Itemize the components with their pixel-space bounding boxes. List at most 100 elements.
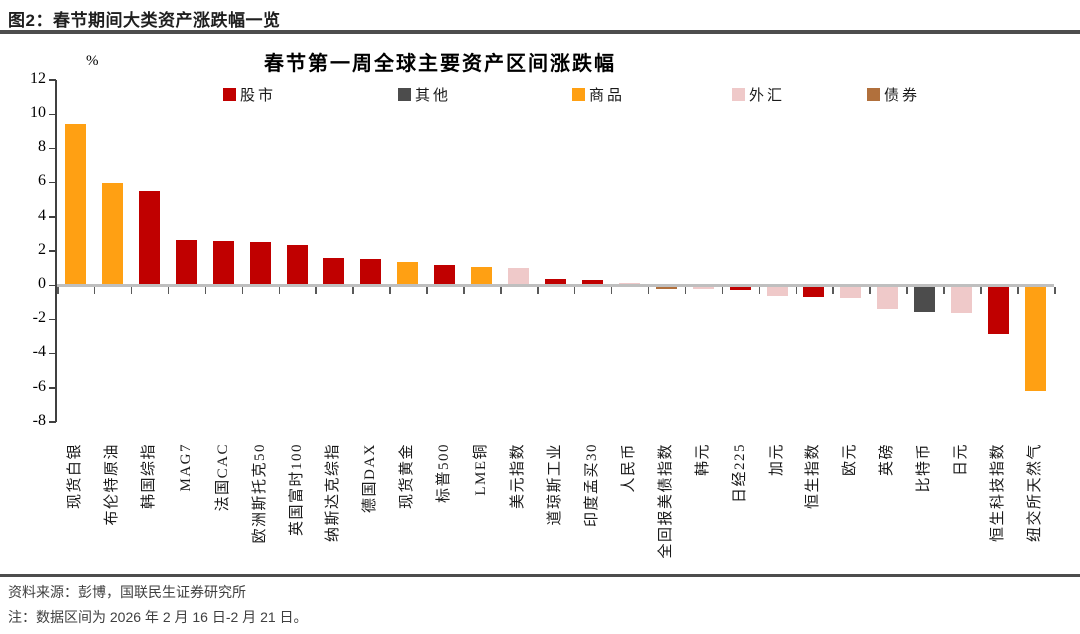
legend-label-other: 其他 bbox=[415, 88, 452, 104]
y-axis-tick-label: 12 bbox=[30, 69, 46, 87]
chart-bar-fx bbox=[951, 286, 973, 313]
x-axis-tick bbox=[1017, 286, 1019, 294]
legend-swatch-other bbox=[398, 88, 411, 101]
chart-bar-stock bbox=[988, 286, 1010, 335]
chart-title: 春节第一周全球主要资产区间涨跌幅 bbox=[264, 53, 616, 75]
x-axis-category-label: MAG7 bbox=[177, 443, 194, 492]
x-axis-tick bbox=[684, 286, 687, 294]
y-axis-tick bbox=[49, 387, 56, 389]
x-axis-category-label: 法国CAC bbox=[214, 443, 231, 512]
y-axis-tick bbox=[49, 181, 56, 184]
figure-caption: 图2：春节期间大类资产涨跌幅一览 bbox=[8, 11, 281, 30]
chart-bar-stock bbox=[360, 259, 382, 284]
source-note: 资料来源：彭博，国联民生证券研究所 bbox=[8, 584, 246, 600]
legend-item-fx: 外汇 bbox=[732, 84, 785, 105]
x-axis-category-label: 现货黄金 bbox=[399, 443, 416, 510]
x-axis-category-label: 纽交所天然气 bbox=[1027, 443, 1044, 543]
chart-bar-stock bbox=[581, 279, 603, 284]
x-axis-tick bbox=[241, 286, 244, 294]
y-axis-tick bbox=[49, 147, 56, 150]
legend-swatch-fx bbox=[732, 88, 745, 101]
y-axis-unit-label: % bbox=[86, 53, 99, 69]
x-axis-tick bbox=[758, 286, 761, 294]
legend-swatch-bond bbox=[867, 88, 880, 101]
chart-bar-stock bbox=[729, 286, 751, 290]
x-axis-category-label: 美元指数 bbox=[510, 443, 527, 510]
legend-label-fx: 外汇 bbox=[749, 88, 786, 104]
chart-bar-fx bbox=[877, 286, 899, 309]
legend-swatch-stock bbox=[223, 88, 236, 101]
x-axis-category-label: 恒生指数 bbox=[805, 443, 822, 510]
legend-item-commodity: 商品 bbox=[572, 84, 625, 105]
chart-bar-commodity bbox=[64, 124, 86, 284]
legend-item-bond: 债券 bbox=[867, 84, 920, 105]
chart-bar-stock bbox=[323, 258, 345, 284]
x-axis-category-label: 欧洲斯托克50 bbox=[251, 443, 268, 544]
x-axis-category-label: 比特币 bbox=[916, 443, 933, 493]
y-axis-tick-label: -4 bbox=[32, 343, 46, 361]
y-axis-tick bbox=[49, 284, 56, 286]
x-axis-category-label: 韩元 bbox=[694, 443, 711, 477]
x-axis-tick bbox=[869, 286, 871, 294]
x-axis-category-label: 纳斯达克综指 bbox=[325, 443, 342, 543]
y-axis-tick-label: 2 bbox=[38, 240, 46, 258]
x-axis-tick bbox=[573, 286, 576, 294]
chart-bar-stock bbox=[434, 265, 456, 284]
legend-item-other: 其他 bbox=[398, 84, 451, 105]
y-axis-tick-label: -2 bbox=[32, 309, 46, 327]
footer-divider bbox=[0, 574, 1080, 577]
chart-bar-commodity bbox=[397, 261, 419, 284]
x-axis-category-label: 英国富时100 bbox=[288, 443, 305, 537]
x-axis-tick bbox=[130, 286, 133, 294]
x-axis-category-label: 道琼斯工业 bbox=[547, 443, 563, 526]
y-axis-tick bbox=[49, 79, 56, 81]
x-axis-tick bbox=[315, 286, 317, 294]
chart-bar-other bbox=[914, 286, 936, 313]
x-axis-category-label: 英磅 bbox=[879, 443, 896, 477]
chart-bar-fx bbox=[692, 286, 714, 290]
x-axis-tick bbox=[906, 286, 908, 294]
x-axis-tick bbox=[1054, 286, 1056, 294]
x-axis-category-label: 欧元 bbox=[842, 443, 859, 477]
x-axis-tick bbox=[57, 286, 59, 294]
y-axis-tick bbox=[49, 216, 56, 218]
x-axis-category-label: 德国DAX bbox=[362, 443, 379, 513]
x-axis-tick bbox=[610, 286, 613, 294]
x-axis-tick bbox=[980, 286, 982, 294]
chart-bar-stock bbox=[545, 278, 566, 284]
x-axis-tick bbox=[832, 286, 834, 294]
y-axis-tick-label: 10 bbox=[30, 104, 46, 121]
x-axis-category-label: 标普500 bbox=[436, 443, 453, 504]
x-axis-category-label: 全回报美债指数 bbox=[657, 443, 674, 559]
x-axis-tick bbox=[426, 286, 428, 294]
y-axis-tick-label: 0 bbox=[38, 275, 46, 292]
x-axis-category-label: LME铜 bbox=[473, 443, 490, 496]
chart-bar-commodity bbox=[101, 183, 123, 284]
x-axis-zero-line bbox=[57, 284, 1054, 287]
x-axis-category-label: 布伦特原油 bbox=[103, 443, 120, 526]
x-axis-tick bbox=[204, 286, 207, 294]
chart-bar-bond bbox=[655, 286, 677, 289]
chart-bar-stock bbox=[803, 286, 825, 297]
chart-bar-commodity bbox=[471, 266, 493, 284]
x-axis-tick bbox=[500, 286, 502, 294]
chart-bar-stock bbox=[212, 241, 234, 284]
y-axis-tick-label: 6 bbox=[38, 172, 46, 190]
y-axis-tick bbox=[49, 318, 56, 321]
x-axis-tick bbox=[167, 286, 170, 294]
x-axis-tick bbox=[647, 286, 650, 294]
chart-bar-stock bbox=[286, 244, 308, 284]
legend-label-commodity: 商品 bbox=[589, 88, 626, 104]
x-axis-tick bbox=[352, 286, 354, 294]
data-range-note: 注：数据区间为 2026 年 2 月 16 日-2 月 21 日。 bbox=[8, 609, 308, 625]
x-axis-category-label: 恒生科技指数 bbox=[990, 443, 1007, 543]
caption-divider bbox=[0, 30, 1080, 34]
legend-label-bond: 债券 bbox=[884, 88, 921, 104]
x-axis-tick bbox=[795, 286, 798, 294]
x-axis-tick bbox=[537, 286, 539, 294]
x-axis-category-label: 日元 bbox=[953, 443, 970, 477]
chart-bar-stock bbox=[138, 190, 160, 284]
chart-bar-stock bbox=[175, 239, 197, 284]
y-axis-tick bbox=[49, 250, 56, 252]
